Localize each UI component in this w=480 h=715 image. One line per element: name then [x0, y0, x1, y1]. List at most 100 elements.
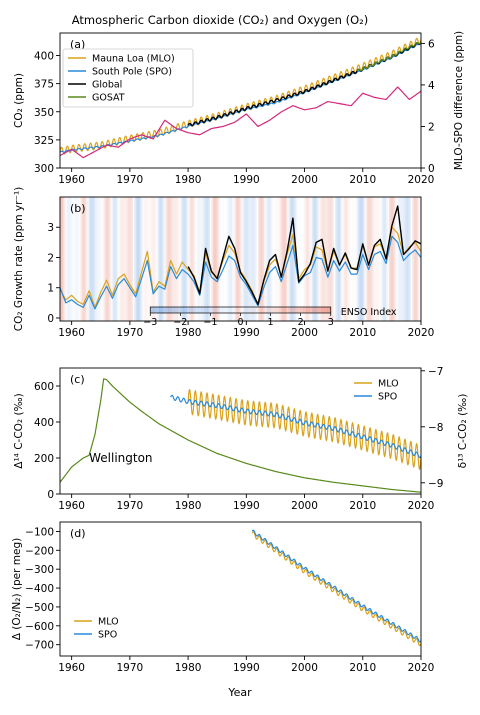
y-tick-label: 0: [47, 313, 54, 325]
enso-stripe: [215, 197, 218, 321]
plot-area-c: [60, 378, 421, 493]
y2-tick-label: −9: [428, 478, 443, 490]
panel-label: (d): [70, 527, 86, 540]
enso-stripe: [407, 197, 410, 321]
colorbar-cell: [300, 307, 304, 313]
legend-entry: SPO: [98, 630, 117, 641]
plot-frame: [59, 32, 422, 169]
x-tick-label: 2000: [291, 327, 318, 339]
y2-tick-label: −8: [428, 422, 443, 434]
enso-stripe: [138, 197, 141, 321]
enso-stripe: [126, 197, 129, 321]
enso-stripe: [185, 197, 187, 321]
y2-axis-label: δ¹³ C-CO₂ (‰): [457, 394, 469, 469]
enso-stripe: [76, 197, 78, 321]
enso-stripe: [86, 197, 88, 321]
enso-stripe: [367, 197, 369, 321]
colorbar-cell: [237, 307, 240, 313]
enso-stripe: [211, 197, 213, 321]
colorbar-cell: [318, 307, 323, 313]
enso-stripe: [278, 197, 280, 321]
enso-stripe: [156, 197, 158, 321]
enso-stripe: [163, 197, 165, 321]
enso-stripe: [173, 197, 176, 321]
enso-stripe: [116, 197, 119, 321]
enso-stripe: [259, 197, 261, 321]
panel-label: (a): [70, 38, 85, 51]
enso-stripe: [400, 197, 403, 321]
x-tick-label: 1970: [117, 174, 144, 186]
enso-stripe: [265, 197, 267, 321]
enso-stripe: [224, 197, 226, 321]
colorbar-cell: [297, 307, 301, 313]
colorbar-tick-label: −1: [203, 317, 217, 328]
enso-stripe: [176, 197, 178, 321]
enso-stripe: [92, 197, 94, 321]
colorbar-cell: [306, 307, 310, 313]
y-tick-label: −600: [25, 621, 54, 633]
enso-stripe: [205, 197, 208, 321]
enso-stripe: [299, 197, 301, 321]
enso-stripe: [214, 197, 216, 321]
enso-stripe: [288, 197, 291, 321]
y-tick-label: 2: [47, 252, 54, 264]
plot-frame: [59, 196, 422, 322]
y2-tick-label: 0: [428, 163, 435, 175]
enso-stripe: [169, 197, 171, 321]
legend-entry: MLO: [378, 379, 399, 390]
y-tick-label: 325: [34, 135, 54, 147]
colorbar-cell: [288, 307, 292, 313]
enso-stripe: [409, 197, 411, 321]
enso-stripe: [359, 197, 362, 321]
plot-area-b: [60, 197, 421, 321]
enso-stripe: [253, 197, 256, 321]
y-tick-label: −100: [25, 526, 54, 538]
x-tick-label: 1980: [175, 327, 202, 339]
enso-stripe: [65, 197, 68, 321]
colorbar-cell: [244, 307, 247, 313]
colorbar-tick-label: 1: [268, 317, 274, 328]
enso-stripe: [105, 197, 107, 321]
colorbar-cell: [246, 307, 250, 313]
enso-stripe: [348, 197, 350, 321]
enso-stripe: [334, 197, 336, 321]
colorbar-cell: [192, 307, 196, 313]
colorbar-cell: [219, 307, 223, 313]
enso-stripe: [131, 197, 133, 321]
enso-stripe: [101, 197, 103, 321]
y2-tick-label: 4: [428, 80, 435, 92]
enso-stripe: [133, 197, 135, 321]
enso-stripe: [70, 197, 72, 321]
enso-stripe: [154, 197, 157, 321]
enso-stripe: [361, 197, 363, 321]
enso-stripe: [89, 197, 91, 321]
x-tick-label: 2020: [408, 500, 435, 512]
enso-stripe: [112, 197, 114, 321]
colorbar-cell: [327, 307, 332, 313]
colorbar-cell: [312, 307, 317, 313]
enso-stripe: [160, 197, 162, 321]
x-tick-label: 2010: [349, 327, 376, 339]
enso-stripe: [208, 197, 210, 321]
legend-entry: South Pole (SPO): [92, 67, 172, 78]
colorbar-tick-label: 3: [328, 317, 334, 328]
enso-stripe: [380, 197, 382, 321]
series-line-c-wellington: [60, 378, 421, 493]
y-tick-label: 3: [47, 222, 54, 234]
enso-stripe: [356, 197, 359, 321]
enso-stripe: [106, 197, 109, 321]
enso-stripe: [313, 197, 315, 321]
enso-stripe: [137, 197, 139, 321]
enso-stripe: [249, 197, 251, 321]
y-tick-label: −500: [25, 602, 54, 614]
enso-stripe: [61, 197, 63, 321]
enso-stripe: [183, 197, 186, 321]
series-line-a-gosat: [356, 41, 421, 72]
enso-stripe: [166, 197, 168, 321]
colorbar-cell: [324, 307, 329, 313]
enso-stripe: [332, 197, 334, 321]
enso-stripe: [80, 197, 82, 321]
panel-c: 1960 1970 1980 1990 2000 2010 2020 0 200 400 600 −9…: [13, 366, 469, 512]
enso-stripe: [94, 197, 97, 321]
colorbar-cell: [321, 307, 326, 313]
